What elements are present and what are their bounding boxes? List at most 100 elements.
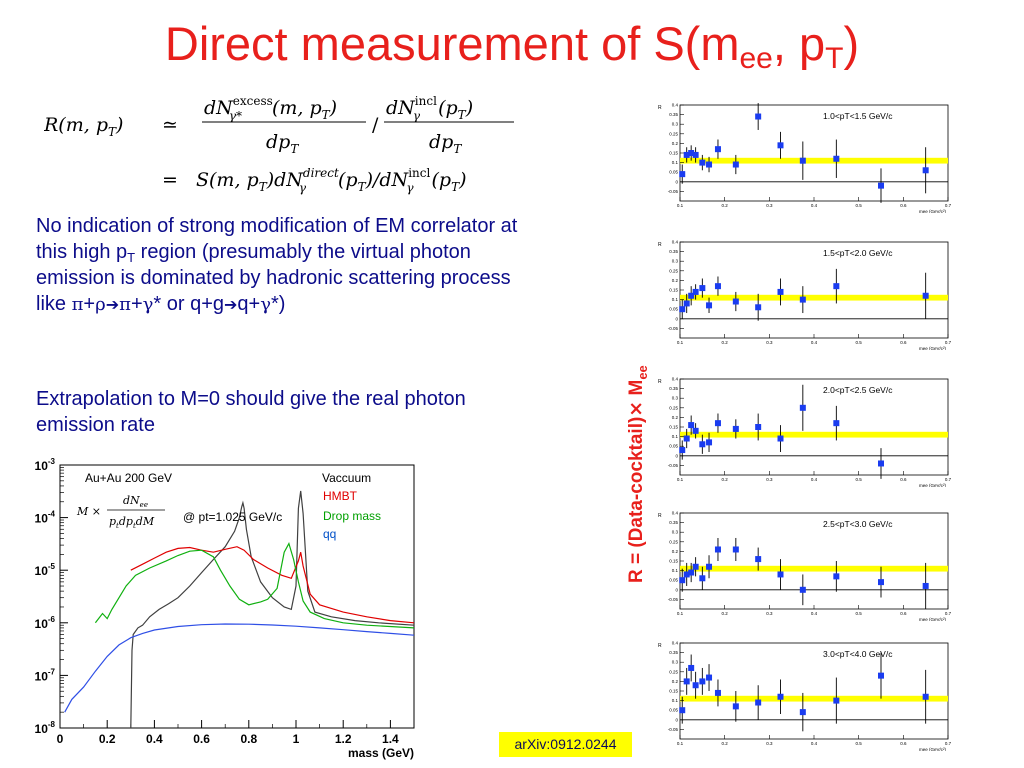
data-point [699,285,706,292]
y-tick-label: 0.2 [672,415,679,420]
data-point [878,182,884,189]
data-point [692,563,699,570]
data-point [922,167,929,174]
formula-numerator: dNee [123,494,148,509]
y-tick-label: 0.1 [672,434,679,439]
y-tick-label: 0.3 [672,396,679,401]
systematic-band [680,431,948,438]
y-tick-label: 0.4 [672,377,679,382]
x-tick-label: 0.2 [722,477,729,482]
data-point [922,582,929,589]
data-point [799,157,806,164]
data-point [714,146,721,153]
data-point [706,161,713,168]
y-tick-label: 0.35 [669,520,678,525]
y-tick-label: 0 [675,587,678,592]
data-point [799,586,806,593]
y-tick-label: 0.1 [672,160,679,165]
x-tick-label: 0.1 [677,203,684,208]
x-axis-label: mee (GeV/c²) [919,209,947,213]
data-point [777,435,784,442]
data-point [706,302,713,309]
y-axis-label: R [658,242,662,248]
panel-frame [679,512,949,610]
y-tick-label: 0.3 [672,660,679,665]
y-tick-label: 10-7 [35,667,56,683]
data-point [777,693,784,700]
y-tick-label: 0.25 [669,268,678,273]
data-point [688,569,695,576]
x-tick-label: 0.6 [193,732,210,746]
data-point [706,563,713,570]
data-point [714,283,721,290]
x-tick-label: 0.7 [945,611,952,616]
y-tick-label: 0.25 [669,669,678,674]
x-tick-label: 1.2 [335,732,352,746]
x-axis-label: mee (GeV/c²) [919,747,947,751]
series-line-hmbt [130,546,414,624]
x-tick-label: 0.5 [856,611,863,616]
data-point [732,425,739,432]
x-tick-label: 0.1 [677,477,684,482]
x-tick-label: 1 [293,732,300,746]
data-point [878,672,884,679]
y-tick-label: 0.35 [669,112,678,117]
svg-text:=: = [162,169,178,191]
data-point [692,288,699,295]
x-tick-label: 0.2 [99,732,116,746]
systematic-band [680,294,948,301]
data-point [714,546,721,553]
plot-background [17,450,457,765]
x-tick-label: 0.2 [722,741,729,746]
ratio-panel-2: -0.05 0 0.05 0.1 0.15 0.2 0.25 0.3 0.35 0.4 0.1 0.2… [658,240,952,351]
x-tick-label: 0.6 [900,340,907,345]
series-line-drop-mass [94,542,414,629]
svg-text:≃: ≃ [162,114,178,136]
data-point [777,142,784,149]
systematic-band [680,157,948,164]
data-point [692,151,699,158]
x-tick-label: 0.8 [240,732,257,746]
data-point [683,678,690,685]
data-point [755,304,762,311]
y-tick-label: 0.2 [672,141,679,146]
y-tick-label: 0.25 [669,131,678,136]
panel-frame [679,241,949,339]
y-tick-label: 0.05 [669,708,678,713]
legend-vaccuum: Vaccuum [322,471,371,485]
data-point [699,678,706,685]
x-tick-label: 0.6 [900,203,907,208]
data-point [688,664,695,671]
y-tick-label: 0.15 [669,559,678,564]
y-tick-label: 10-3 [35,457,56,473]
x-tick-label: 0.7 [945,203,952,208]
y-tick-label: 0.05 [669,578,678,583]
y-tick-label: 0.05 [669,170,678,175]
y-tick-label: 0.3 [672,530,679,535]
data-point [679,306,686,313]
ratio-formula: R(m, pT) ≃ dNexcess γ* (m, pT) dpT / dNinc… [44,94,514,195]
data-point [732,298,739,305]
x-tick-label: 0.4 [811,203,818,208]
data-point [777,571,784,578]
data-point [732,546,739,553]
x-tick-label: 0.6 [900,611,907,616]
ratio-panel-4: -0.05 0 0.05 0.1 0.15 0.2 0.25 0.3 0.35 0.4 0.1 0.2… [658,511,952,622]
x-tick-label: 0.3 [766,477,773,482]
data-point [679,447,686,454]
data-point [799,709,806,716]
legend-drop-mass: Drop mass [323,509,381,523]
y-tick-label: 0.2 [672,278,679,283]
y-tick-label: 0.15 [669,151,678,156]
data-point [699,441,706,448]
data-point [833,573,840,580]
y-tick-label: 0.1 [672,568,679,573]
x-axis-label: mee (GeV/c²) [919,617,947,621]
data-point [679,577,686,584]
mass-spectrum-chart: 10-3 10-4 10-5 10-6 10-7 10-80 0.2 0.4 0.6 0.8 1 1.… [17,450,457,765]
x-tick-label: 0.2 [722,203,729,208]
y-tick-label: 10-4 [35,510,56,526]
y-tick-label: 0.4 [672,103,679,108]
